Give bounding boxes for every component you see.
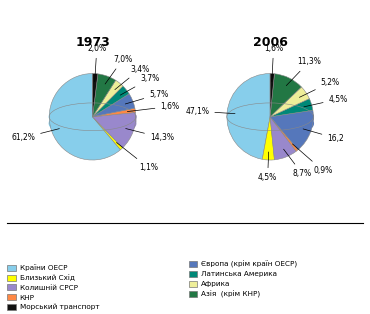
- Wedge shape: [92, 117, 123, 150]
- Text: 2,0%: 2,0%: [87, 44, 107, 82]
- Title: 1973: 1973: [75, 36, 110, 50]
- Text: 3,7%: 3,7%: [120, 74, 159, 95]
- Wedge shape: [92, 73, 98, 117]
- Text: 61,2%: 61,2%: [11, 129, 59, 142]
- Wedge shape: [92, 112, 136, 148]
- Text: 14,3%: 14,3%: [126, 128, 174, 142]
- Wedge shape: [92, 94, 135, 117]
- Wedge shape: [270, 74, 302, 117]
- Legend: Країни ОЕСР, Близький Схід, Колишній СРСР, КНР, Морський транспорт: Країни ОЕСР, Близький Схід, Колишній СРС…: [7, 264, 99, 310]
- Wedge shape: [262, 117, 275, 160]
- Wedge shape: [270, 117, 298, 151]
- Text: 1,6%: 1,6%: [127, 102, 179, 111]
- Wedge shape: [92, 74, 116, 117]
- Text: 4,5%: 4,5%: [304, 95, 348, 107]
- Text: 5,2%: 5,2%: [299, 78, 340, 97]
- Wedge shape: [270, 99, 313, 117]
- Polygon shape: [262, 130, 275, 137]
- Wedge shape: [92, 86, 129, 117]
- Text: 0,9%: 0,9%: [292, 144, 332, 175]
- Title: 2006: 2006: [253, 36, 287, 50]
- Polygon shape: [49, 103, 121, 137]
- Text: 4,5%: 4,5%: [258, 152, 277, 182]
- Polygon shape: [121, 127, 123, 134]
- Legend: Європа (крім країн ОЕСР), Латинська Америка, Африка, Азія  (крім КНР): Європа (крім країн ОЕСР), Латинська Амер…: [189, 260, 297, 298]
- Text: 16,2: 16,2: [303, 129, 344, 143]
- Polygon shape: [275, 128, 296, 137]
- Wedge shape: [227, 73, 270, 159]
- Polygon shape: [123, 115, 136, 133]
- Wedge shape: [270, 117, 296, 160]
- Wedge shape: [92, 108, 135, 117]
- Wedge shape: [270, 73, 275, 117]
- Wedge shape: [270, 87, 309, 117]
- Polygon shape: [298, 115, 313, 134]
- Text: 7,0%: 7,0%: [105, 55, 132, 84]
- Wedge shape: [49, 73, 121, 160]
- Text: 1,1%: 1,1%: [117, 143, 158, 172]
- Text: 11,3%: 11,3%: [286, 57, 321, 86]
- Text: 3,4%: 3,4%: [115, 64, 150, 89]
- Text: 1,6%: 1,6%: [264, 44, 283, 82]
- Polygon shape: [296, 127, 298, 134]
- Text: 8,7%: 8,7%: [284, 149, 312, 178]
- Text: 5,7%: 5,7%: [125, 89, 168, 104]
- Wedge shape: [92, 80, 123, 117]
- Text: 47,1%: 47,1%: [185, 107, 235, 116]
- Wedge shape: [270, 110, 313, 150]
